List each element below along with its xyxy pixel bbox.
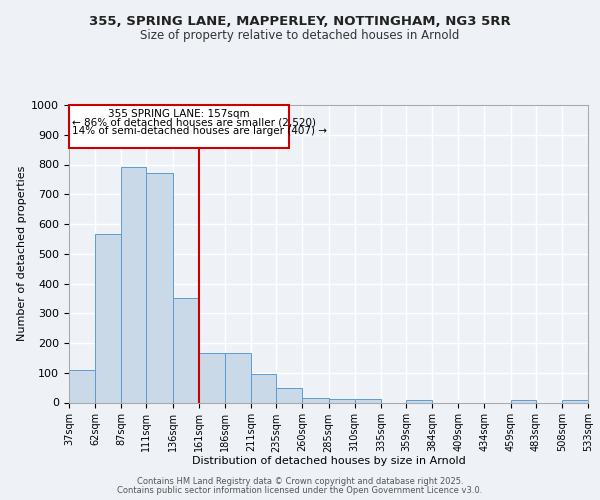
Bar: [69, 370, 95, 402]
X-axis label: Distribution of detached houses by size in Arnold: Distribution of detached houses by size …: [191, 456, 466, 466]
Text: Contains HM Land Registry data © Crown copyright and database right 2025.: Contains HM Land Registry data © Crown c…: [137, 477, 463, 486]
Bar: [95, 234, 121, 402]
Bar: [121, 168, 146, 402]
Bar: [146, 174, 173, 402]
Bar: [406, 400, 432, 402]
FancyBboxPatch shape: [69, 105, 289, 148]
Bar: [276, 388, 302, 402]
Bar: [251, 374, 276, 402]
Text: Contains public sector information licensed under the Open Government Licence v3: Contains public sector information licen…: [118, 486, 482, 495]
Bar: [302, 398, 329, 402]
Y-axis label: Number of detached properties: Number of detached properties: [17, 166, 27, 342]
Bar: [225, 354, 251, 403]
Bar: [562, 400, 588, 402]
Text: Size of property relative to detached houses in Arnold: Size of property relative to detached ho…: [140, 28, 460, 42]
Bar: [173, 298, 199, 403]
Bar: [199, 354, 225, 403]
Bar: [511, 400, 536, 402]
Text: 14% of semi-detached houses are larger (407) →: 14% of semi-detached houses are larger (…: [72, 126, 327, 136]
Text: ← 86% of detached houses are smaller (2,520): ← 86% of detached houses are smaller (2,…: [72, 118, 316, 128]
Text: 355 SPRING LANE: 157sqm: 355 SPRING LANE: 157sqm: [108, 108, 250, 118]
Bar: [355, 399, 381, 402]
Text: 355, SPRING LANE, MAPPERLEY, NOTTINGHAM, NG3 5RR: 355, SPRING LANE, MAPPERLEY, NOTTINGHAM,…: [89, 15, 511, 28]
Bar: [329, 399, 355, 402]
